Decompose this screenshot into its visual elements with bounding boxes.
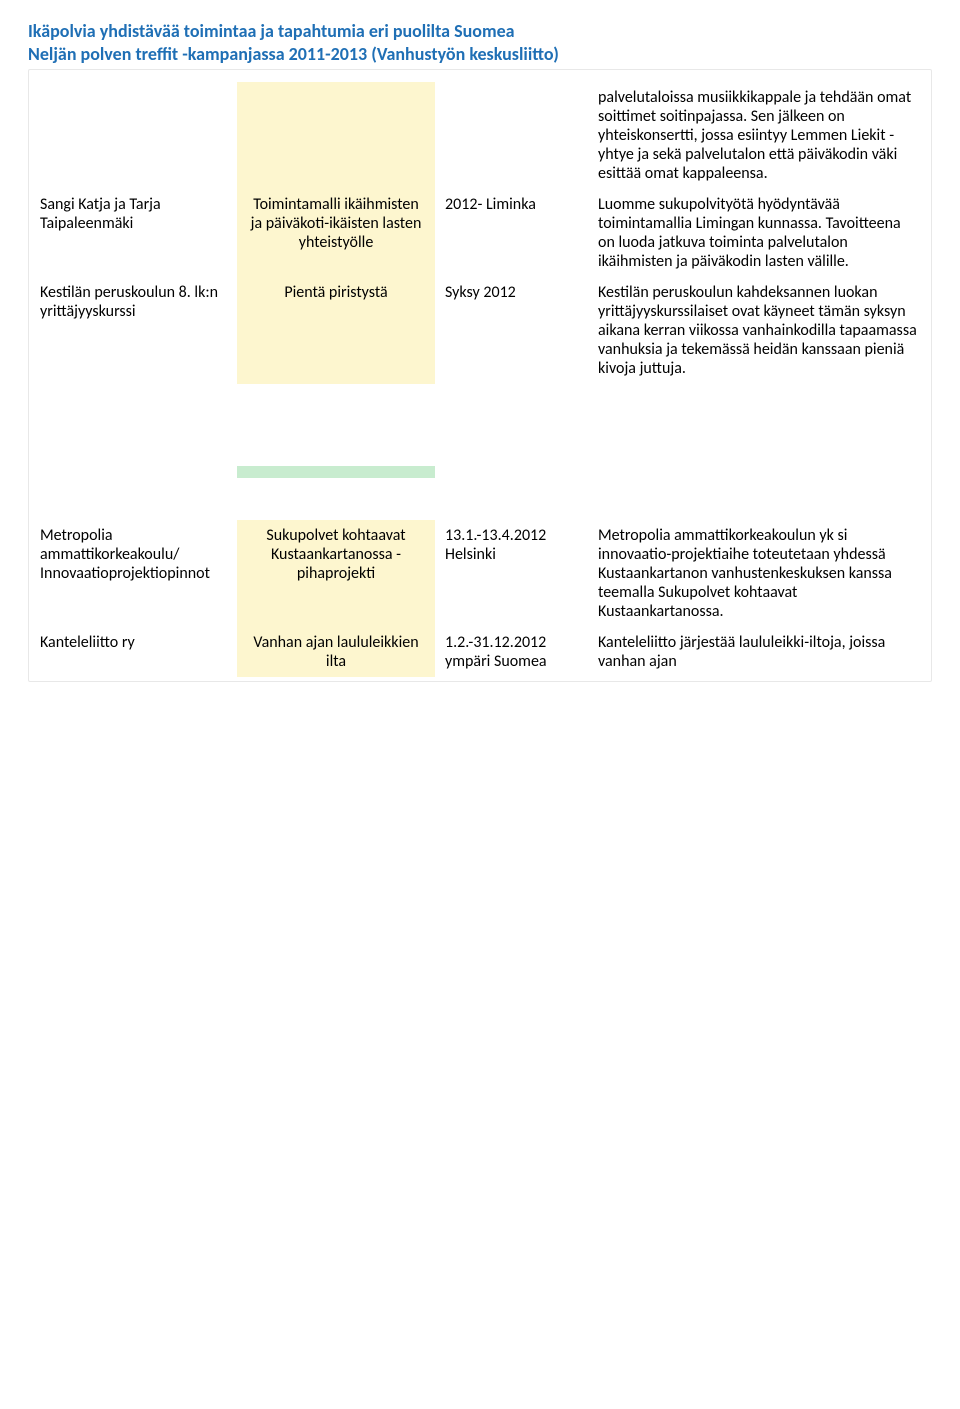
cell-description: Kestilän peruskoulun kahdeksannen luokan… [588, 277, 930, 384]
cell-when [435, 82, 588, 189]
cell-title: Pientä piristystä [237, 277, 435, 384]
table-row: Metropolia ammattikorkeakoulu/ Innovaati… [30, 520, 930, 627]
green-separator [237, 466, 435, 478]
cell-description: Luomme sukupolvityötä hyödyntävää toimin… [588, 189, 930, 277]
cell-when: 13.1.-13.4.2012 Helsinki [435, 520, 588, 627]
header-line-1: Ikäpolvia yhdistävää toimintaa ja tapaht… [28, 20, 932, 43]
header-line-2: Neljän polven treffit -kampanjassa 2011-… [28, 43, 932, 66]
cell-description: palvelutaloissa musiikkikappale ja tehdä… [588, 82, 930, 189]
cell-organizer: Kestilän peruskoulun 8. lk:n yrittäjyysk… [30, 277, 237, 384]
table-row: Sangi Katja ja Tarja Taipaleenmäki Toimi… [30, 189, 930, 277]
spacer-row [30, 384, 930, 466]
cell-organizer: Metropolia ammattikorkeakoulu/ Innovaati… [30, 520, 237, 627]
table-container: palvelutaloissa musiikkikappale ja tehdä… [28, 69, 932, 682]
cell-description: Metropolia ammattikorkeakoulun yk si inn… [588, 520, 930, 627]
cell-when: Syksy 2012 [435, 277, 588, 384]
cell-when: 1.2.-31.12.2012 ympäri Suomea [435, 627, 588, 677]
separator-row [30, 466, 930, 478]
cell-title: Toimintamalli ikäihmisten ja päiväkoti-i… [237, 189, 435, 277]
spacer-row [30, 478, 930, 520]
cell-title [237, 82, 435, 189]
cell-description: Kanteleliitto järjestää laululeikki-ilto… [588, 627, 930, 677]
data-table: palvelutaloissa musiikkikappale ja tehdä… [30, 82, 930, 677]
cell-organizer [30, 82, 237, 189]
table-row: Kanteleliitto ry Vanhan ajan laululeikki… [30, 627, 930, 677]
cell-organizer: Kanteleliitto ry [30, 627, 237, 677]
table-row: palvelutaloissa musiikkikappale ja tehdä… [30, 82, 930, 189]
cell-title: Vanhan ajan laululeikkien ilta [237, 627, 435, 677]
cell-title: Sukupolvet kohtaavat Kustaankartanossa -… [237, 520, 435, 627]
cell-organizer: Sangi Katja ja Tarja Taipaleenmäki [30, 189, 237, 277]
cell-when: 2012- Liminka [435, 189, 588, 277]
table-row: Kestilän peruskoulun 8. lk:n yrittäjyysk… [30, 277, 930, 384]
